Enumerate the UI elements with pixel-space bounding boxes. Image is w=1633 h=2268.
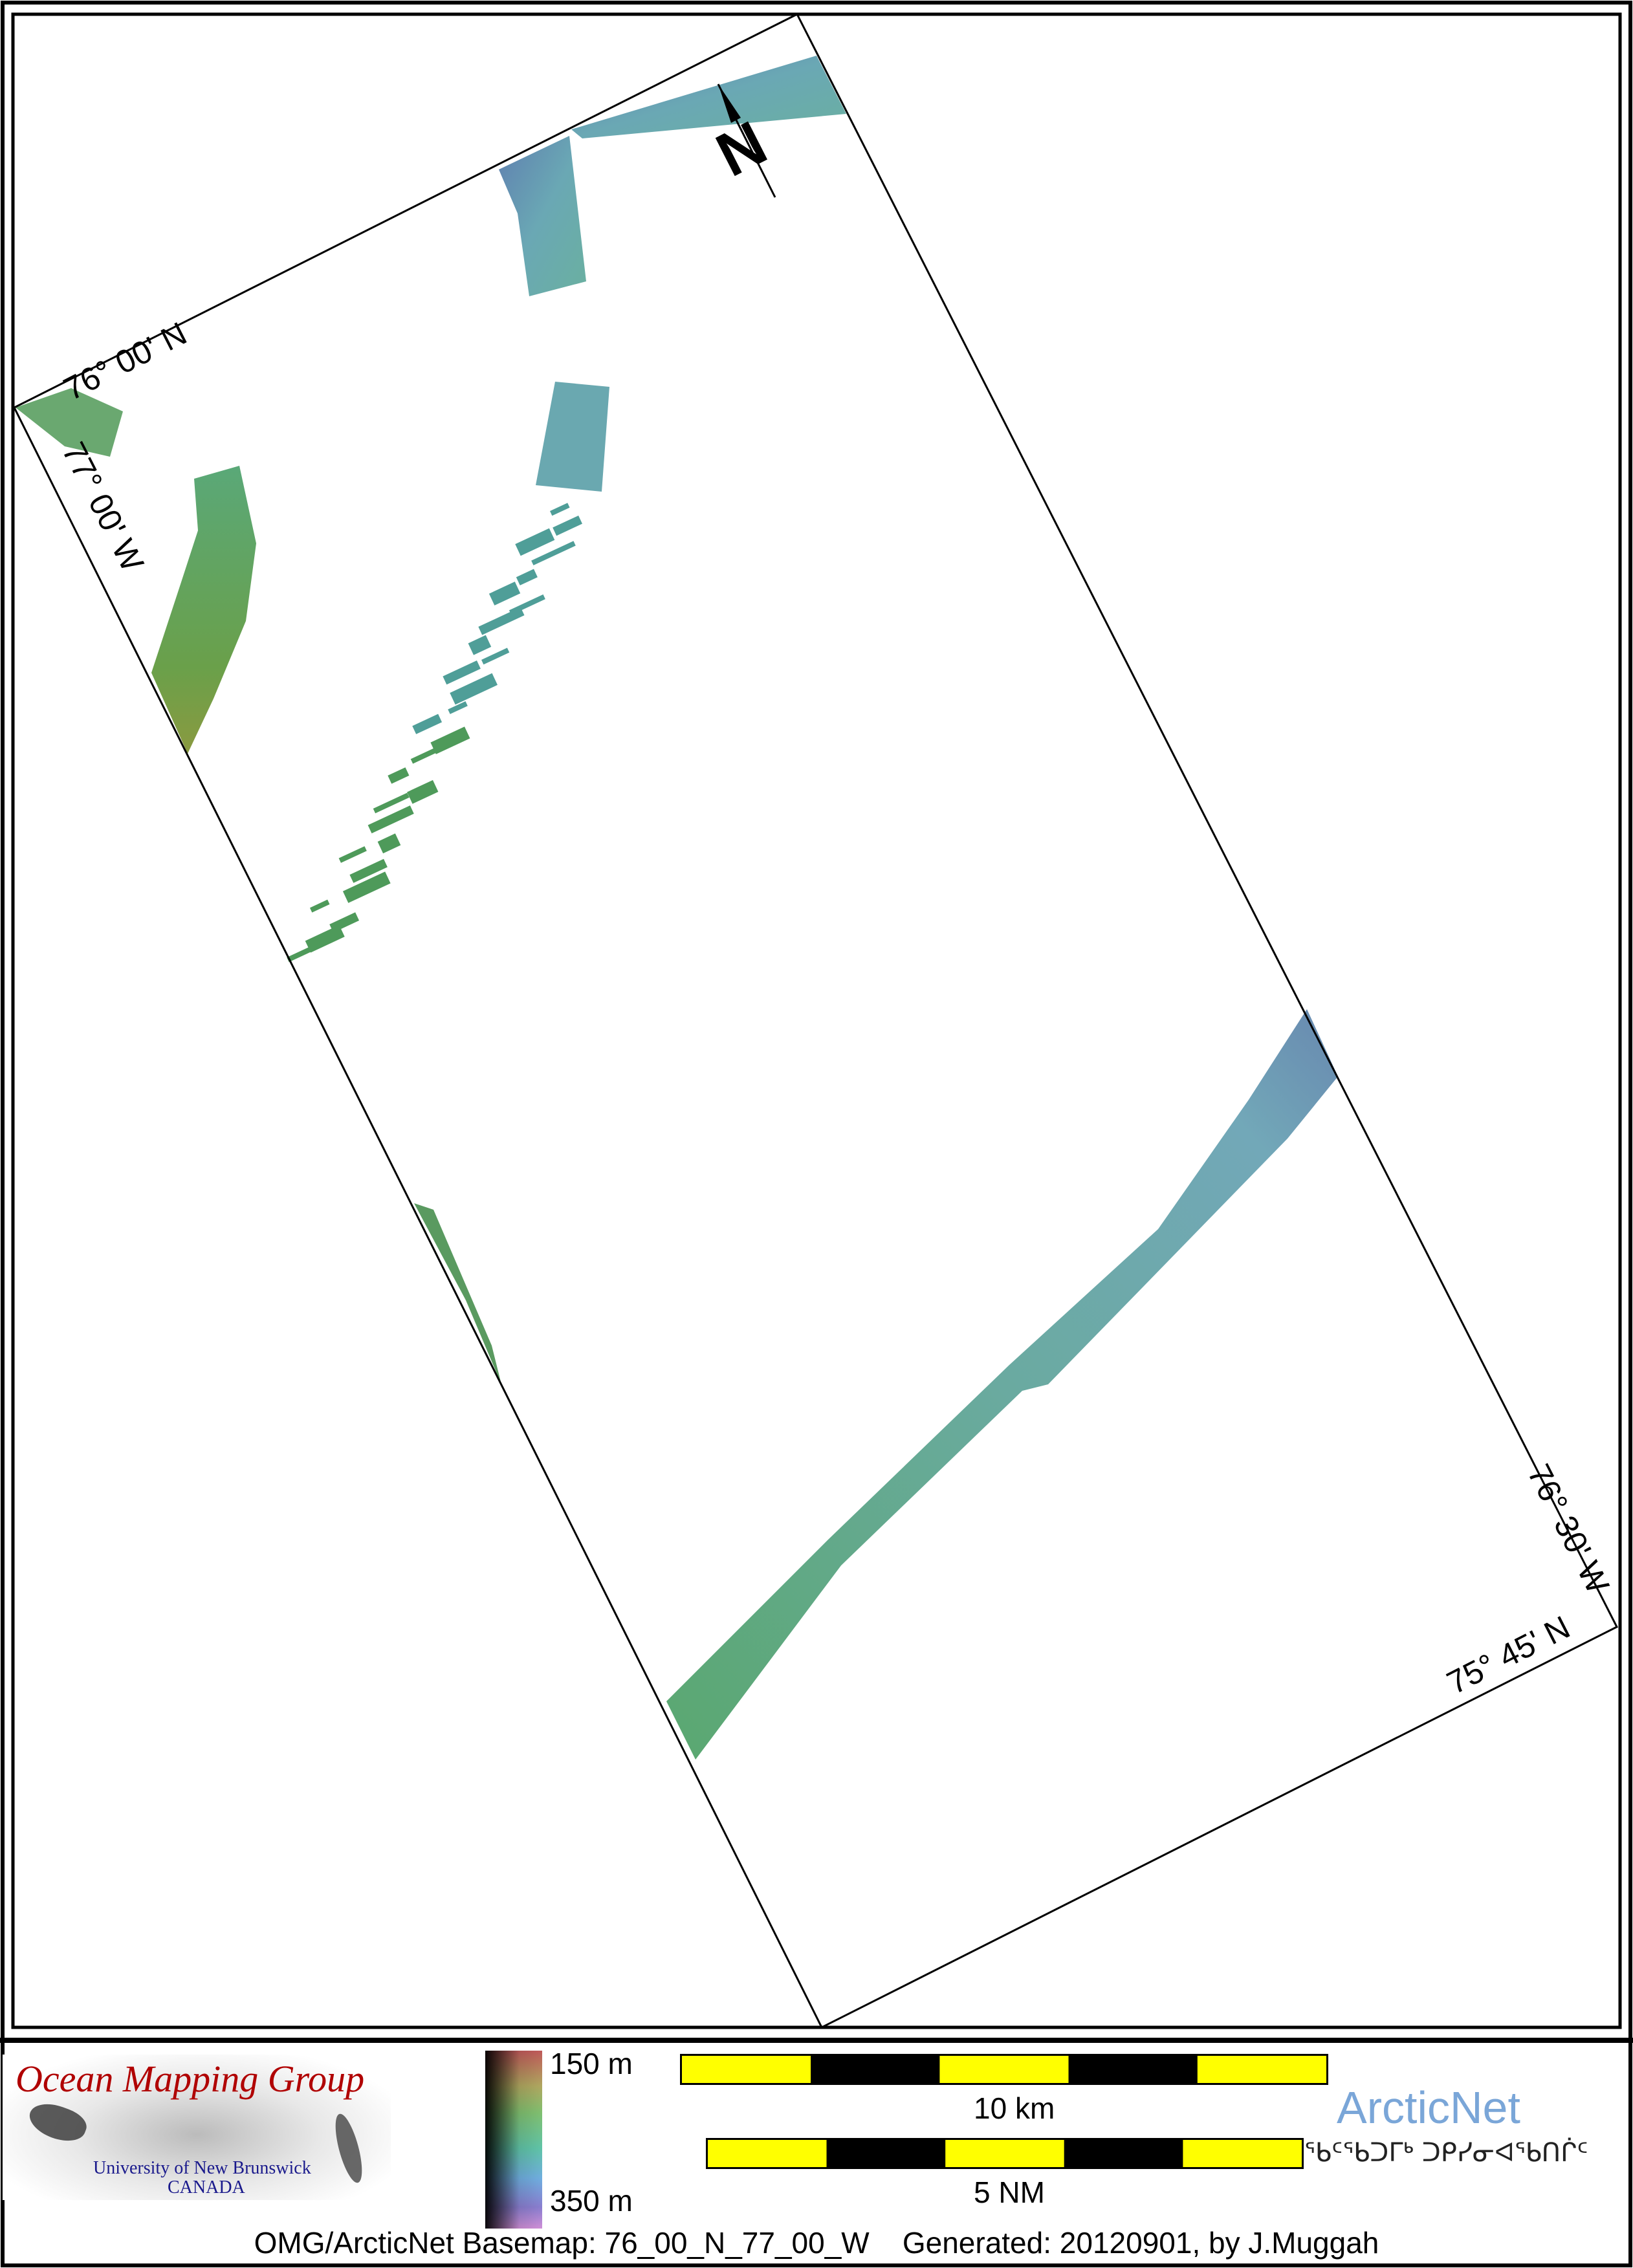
swath-fragment: [407, 780, 439, 804]
swath-fragment: [488, 582, 521, 605]
lon-label-right: 76° 30' W: [1520, 1459, 1616, 1600]
swath-left-green: [151, 466, 256, 754]
footer-caption: OMG/ArcticNet Basemap: 76_00_N_77_00_W G…: [254, 2226, 1379, 2260]
scalebar-segment: [1197, 2056, 1326, 2083]
swath-fragment: [309, 899, 330, 913]
omg-logo-country: CANADA: [168, 2177, 245, 2197]
scalebar-segment: [682, 2056, 811, 2083]
swath-fragment: [349, 858, 388, 883]
arcticnet-logo: ArcticNet: [1337, 2082, 1520, 2133]
scalebar-segment: [708, 2140, 827, 2167]
colorbar-shade: [485, 2051, 542, 2229]
swath-fragment: [550, 503, 570, 516]
swath-fragment: [553, 515, 582, 536]
swath-fragment: [481, 648, 510, 665]
scalebar-km: [680, 2054, 1328, 2085]
swath-fragment: [287, 937, 331, 963]
scalebar-segment: [811, 2056, 940, 2083]
lat-label-bottom: 75° 45' N: [1441, 1609, 1576, 1701]
swath-fragment: [388, 767, 410, 784]
sonar-fish-icon: [25, 2097, 91, 2148]
map-frame: [11, 12, 1622, 2029]
omg-logo: Ocean Mapping Group University of New Br…: [3, 2055, 391, 2200]
swath-left-top: [16, 388, 123, 457]
swath-fragment: [478, 607, 525, 635]
swath-fragment: [367, 805, 414, 834]
sonar-fish-icon-2: [330, 2111, 367, 2186]
swath-fragment: [515, 528, 555, 556]
scalebar-segment: [1183, 2140, 1302, 2167]
swath-fragment: [450, 673, 498, 705]
scalebar-segment: [1064, 2140, 1183, 2167]
arcticnet-syllabics: ᖃᑦᖃᑐᒥᒃ ᑐᑭᓯᓂᐊᖃᑎᒌᑦ: [1304, 2138, 1588, 2168]
scalebar-nm-label: 5 NM: [974, 2175, 1045, 2209]
lat-label-top: 76° 00' N: [58, 315, 193, 408]
omg-logo-university: University of New Brunswick: [93, 2158, 311, 2178]
swath-fragment: [412, 714, 443, 734]
swath-north-block: [499, 136, 586, 296]
scalebar-segment: [826, 2140, 946, 2167]
omg-logo-title: Ocean Mapping Group: [16, 2058, 365, 2100]
scalebar-segment: [945, 2140, 1064, 2167]
swath-fragment: [443, 660, 481, 685]
scalebar-km-label: 10 km: [974, 2091, 1055, 2125]
swath-fragment: [531, 541, 576, 565]
bathymetry-swaths: [16, 56, 1338, 1760]
swath-fragment: [448, 701, 468, 714]
swath-bottom: [666, 1009, 1338, 1760]
lon-label-left: 77° 00' W: [55, 437, 151, 578]
colorbar-bottom-label: 350 m: [550, 2184, 633, 2218]
swath-fragment: [342, 871, 391, 903]
map-sheet-outline: [12, 12, 1619, 2029]
swath-top: [571, 56, 846, 138]
swath-fragment: [468, 635, 492, 655]
scalebar-nm: [706, 2138, 1304, 2169]
colorbar-top-label: 150 m: [550, 2047, 633, 2080]
swath-middle-block: [536, 382, 609, 492]
scalebar-segment: [939, 2056, 1069, 2083]
swath-fragment: [410, 739, 455, 764]
swath-fragment: [373, 792, 410, 814]
swath-fragment: [338, 846, 367, 863]
swath-fragment: [516, 569, 538, 585]
scalebar-segment: [1068, 2056, 1198, 2083]
north-arrow-head-icon: [718, 84, 741, 123]
swath-fragment: [377, 833, 401, 854]
swath-fragments: [287, 503, 582, 963]
